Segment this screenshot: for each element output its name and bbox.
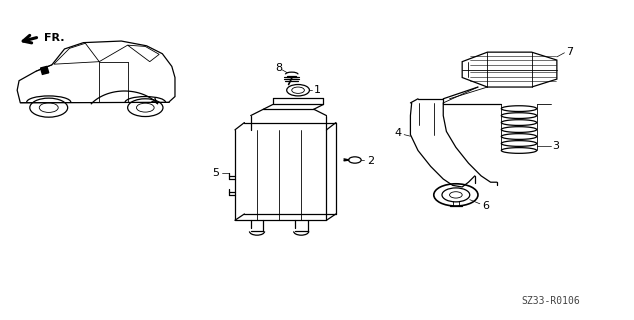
Text: 1: 1: [313, 84, 321, 95]
Text: 6: 6: [482, 201, 489, 211]
Text: 8: 8: [276, 63, 283, 73]
Text: FR.: FR.: [44, 33, 65, 43]
Text: SZ33-R0106: SZ33-R0106: [521, 296, 580, 306]
Text: 7: 7: [566, 46, 573, 57]
Text: 4: 4: [394, 128, 401, 138]
Text: 2: 2: [367, 156, 374, 166]
Text: 5: 5: [212, 168, 219, 178]
Polygon shape: [41, 67, 49, 74]
Text: 3: 3: [552, 141, 559, 151]
